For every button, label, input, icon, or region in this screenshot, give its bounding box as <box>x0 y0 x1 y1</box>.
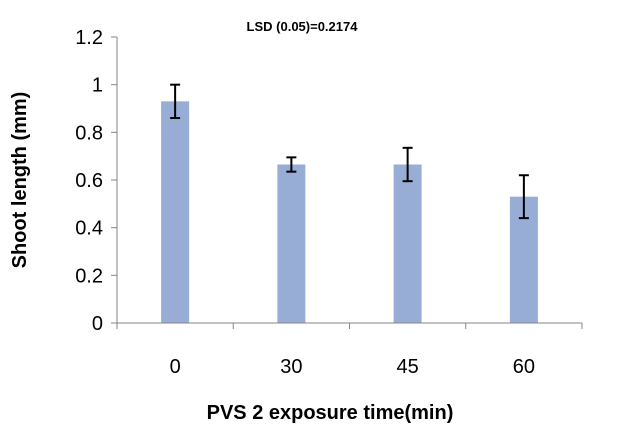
error-bar-30 <box>286 156 297 173</box>
error-bar-45 <box>402 146 413 183</box>
bar-45 <box>393 164 422 323</box>
error-bar-60 <box>518 174 529 220</box>
bar-0 <box>161 101 190 323</box>
lsd-annotation: LSD (0.05)=0.2174 <box>247 19 359 34</box>
y-tick-label: 0.2 <box>75 265 103 287</box>
x-axis-tick-labels: 0 30 45 60 <box>170 356 535 378</box>
error-bars <box>170 83 529 220</box>
y-tick-label: 1 <box>92 75 103 97</box>
y-tick-label: 0.4 <box>75 218 103 240</box>
y-tick-label: 0 <box>92 313 103 335</box>
x-tick-label: 45 <box>397 356 419 378</box>
y-tick-label: 0.8 <box>75 122 103 144</box>
y-axis-tick-labels: 0 0.2 0.4 0.6 0.8 1 1.2 <box>75 27 103 335</box>
x-axis-title: PVS 2 exposure time(min) <box>207 402 454 424</box>
y-axis-tick-marks <box>111 36 117 324</box>
x-axis-tick-marks <box>116 323 583 329</box>
y-axis-title: Shoot length (mm) <box>9 92 31 269</box>
bars <box>161 101 538 323</box>
x-tick-label: 60 <box>513 356 535 378</box>
bar-30 <box>277 164 306 323</box>
y-tick-label: 1.2 <box>75 27 103 49</box>
x-tick-label: 0 <box>170 356 181 378</box>
x-tick-label: 30 <box>280 356 302 378</box>
y-tick-label: 0.6 <box>75 170 103 192</box>
error-bar-0 <box>170 83 181 120</box>
